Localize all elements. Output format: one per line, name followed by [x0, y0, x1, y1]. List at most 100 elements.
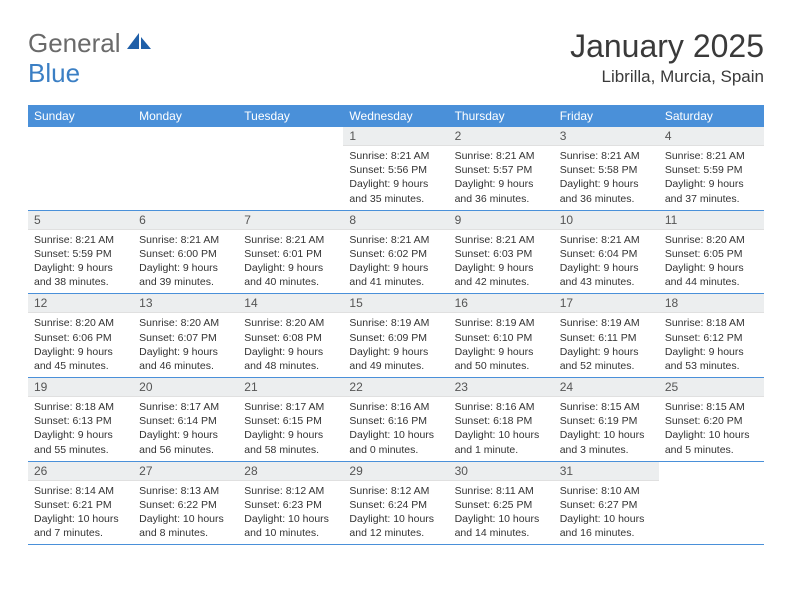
empty-cell: . — [28, 127, 133, 210]
day-number: 20 — [133, 378, 238, 397]
day-number: 18 — [659, 294, 764, 313]
day-number: 8 — [343, 211, 448, 230]
day-body: Sunrise: 8:16 AMSunset: 6:18 PMDaylight:… — [449, 397, 554, 461]
day-number: 29 — [343, 462, 448, 481]
day-number: 31 — [554, 462, 659, 481]
day-cell-23: 23Sunrise: 8:16 AMSunset: 6:18 PMDayligh… — [449, 378, 554, 461]
day-cell-25: 25Sunrise: 8:15 AMSunset: 6:20 PMDayligh… — [659, 378, 764, 461]
day-cell-5: 5Sunrise: 8:21 AMSunset: 5:59 PMDaylight… — [28, 211, 133, 294]
day-body: Sunrise: 8:21 AMSunset: 6:04 PMDaylight:… — [554, 230, 659, 294]
week-row: 26Sunrise: 8:14 AMSunset: 6:21 PMDayligh… — [28, 462, 764, 546]
day-number: 7 — [238, 211, 343, 230]
day-body: Sunrise: 8:15 AMSunset: 6:20 PMDaylight:… — [659, 397, 764, 461]
day-cell-2: 2Sunrise: 8:21 AMSunset: 5:57 PMDaylight… — [449, 127, 554, 210]
logo-text-2: Blue — [28, 58, 80, 88]
logo: General — [28, 28, 155, 59]
weekday-friday: Friday — [554, 105, 659, 127]
logo-sail-icon — [125, 31, 153, 56]
empty-cell: . — [133, 127, 238, 210]
day-cell-17: 17Sunrise: 8:19 AMSunset: 6:11 PMDayligh… — [554, 294, 659, 377]
day-cell-8: 8Sunrise: 8:21 AMSunset: 6:02 PMDaylight… — [343, 211, 448, 294]
day-number: 17 — [554, 294, 659, 313]
day-cell-4: 4Sunrise: 8:21 AMSunset: 5:59 PMDaylight… — [659, 127, 764, 210]
weekday-sunday: Sunday — [28, 105, 133, 127]
day-number: 28 — [238, 462, 343, 481]
day-body: Sunrise: 8:12 AMSunset: 6:24 PMDaylight:… — [343, 481, 448, 545]
day-number: 10 — [554, 211, 659, 230]
location: Librilla, Murcia, Spain — [570, 67, 764, 87]
day-cell-15: 15Sunrise: 8:19 AMSunset: 6:09 PMDayligh… — [343, 294, 448, 377]
day-cell-22: 22Sunrise: 8:16 AMSunset: 6:16 PMDayligh… — [343, 378, 448, 461]
day-body: Sunrise: 8:17 AMSunset: 6:14 PMDaylight:… — [133, 397, 238, 461]
day-number: 12 — [28, 294, 133, 313]
day-cell-20: 20Sunrise: 8:17 AMSunset: 6:14 PMDayligh… — [133, 378, 238, 461]
day-number: 19 — [28, 378, 133, 397]
weekday-wednesday: Wednesday — [343, 105, 448, 127]
day-cell-10: 10Sunrise: 8:21 AMSunset: 6:04 PMDayligh… — [554, 211, 659, 294]
day-body: Sunrise: 8:15 AMSunset: 6:19 PMDaylight:… — [554, 397, 659, 461]
day-body: Sunrise: 8:14 AMSunset: 6:21 PMDaylight:… — [28, 481, 133, 545]
header: General January 2025 Librilla, Murcia, S… — [28, 28, 764, 87]
day-cell-13: 13Sunrise: 8:20 AMSunset: 6:07 PMDayligh… — [133, 294, 238, 377]
day-number: 2 — [449, 127, 554, 146]
day-cell-11: 11Sunrise: 8:20 AMSunset: 6:05 PMDayligh… — [659, 211, 764, 294]
day-number: 30 — [449, 462, 554, 481]
day-number: 13 — [133, 294, 238, 313]
day-body: Sunrise: 8:20 AMSunset: 6:08 PMDaylight:… — [238, 313, 343, 377]
day-body: Sunrise: 8:18 AMSunset: 6:12 PMDaylight:… — [659, 313, 764, 377]
day-number: 24 — [554, 378, 659, 397]
day-body: Sunrise: 8:21 AMSunset: 5:58 PMDaylight:… — [554, 146, 659, 210]
day-cell-14: 14Sunrise: 8:20 AMSunset: 6:08 PMDayligh… — [238, 294, 343, 377]
day-number: 16 — [449, 294, 554, 313]
day-body: Sunrise: 8:17 AMSunset: 6:15 PMDaylight:… — [238, 397, 343, 461]
day-cell-19: 19Sunrise: 8:18 AMSunset: 6:13 PMDayligh… — [28, 378, 133, 461]
day-number: 3 — [554, 127, 659, 146]
empty-cell: . — [659, 462, 764, 545]
day-body: Sunrise: 8:19 AMSunset: 6:09 PMDaylight:… — [343, 313, 448, 377]
day-cell-29: 29Sunrise: 8:12 AMSunset: 6:24 PMDayligh… — [343, 462, 448, 545]
day-cell-26: 26Sunrise: 8:14 AMSunset: 6:21 PMDayligh… — [28, 462, 133, 545]
day-body: Sunrise: 8:21 AMSunset: 6:01 PMDaylight:… — [238, 230, 343, 294]
day-number: 25 — [659, 378, 764, 397]
day-cell-16: 16Sunrise: 8:19 AMSunset: 6:10 PMDayligh… — [449, 294, 554, 377]
day-body: Sunrise: 8:21 AMSunset: 6:02 PMDaylight:… — [343, 230, 448, 294]
logo-text-1: General — [28, 28, 121, 59]
day-body: Sunrise: 8:21 AMSunset: 6:03 PMDaylight:… — [449, 230, 554, 294]
weekday-saturday: Saturday — [659, 105, 764, 127]
weekday-thursday: Thursday — [449, 105, 554, 127]
day-body: Sunrise: 8:18 AMSunset: 6:13 PMDaylight:… — [28, 397, 133, 461]
day-cell-7: 7Sunrise: 8:21 AMSunset: 6:01 PMDaylight… — [238, 211, 343, 294]
week-row: 12Sunrise: 8:20 AMSunset: 6:06 PMDayligh… — [28, 294, 764, 378]
day-cell-3: 3Sunrise: 8:21 AMSunset: 5:58 PMDaylight… — [554, 127, 659, 210]
day-body: Sunrise: 8:19 AMSunset: 6:10 PMDaylight:… — [449, 313, 554, 377]
week-row: 19Sunrise: 8:18 AMSunset: 6:13 PMDayligh… — [28, 378, 764, 462]
day-body: Sunrise: 8:21 AMSunset: 5:59 PMDaylight:… — [28, 230, 133, 294]
day-body: Sunrise: 8:20 AMSunset: 6:07 PMDaylight:… — [133, 313, 238, 377]
day-body: Sunrise: 8:19 AMSunset: 6:11 PMDaylight:… — [554, 313, 659, 377]
logo-text-2-wrap: Blue — [28, 58, 80, 89]
week-row: 5Sunrise: 8:21 AMSunset: 5:59 PMDaylight… — [28, 211, 764, 295]
weekday-tuesday: Tuesday — [238, 105, 343, 127]
month-title: January 2025 — [570, 28, 764, 65]
day-body: Sunrise: 8:21 AMSunset: 6:00 PMDaylight:… — [133, 230, 238, 294]
title-block: January 2025 Librilla, Murcia, Spain — [570, 28, 764, 87]
day-number: 9 — [449, 211, 554, 230]
day-number: 26 — [28, 462, 133, 481]
day-body: Sunrise: 8:21 AMSunset: 5:59 PMDaylight:… — [659, 146, 764, 210]
day-cell-9: 9Sunrise: 8:21 AMSunset: 6:03 PMDaylight… — [449, 211, 554, 294]
day-number: 14 — [238, 294, 343, 313]
day-cell-31: 31Sunrise: 8:10 AMSunset: 6:27 PMDayligh… — [554, 462, 659, 545]
day-number: 23 — [449, 378, 554, 397]
day-cell-1: 1Sunrise: 8:21 AMSunset: 5:56 PMDaylight… — [343, 127, 448, 210]
day-number: 1 — [343, 127, 448, 146]
day-body: Sunrise: 8:16 AMSunset: 6:16 PMDaylight:… — [343, 397, 448, 461]
day-number: 6 — [133, 211, 238, 230]
day-number: 21 — [238, 378, 343, 397]
day-number: 22 — [343, 378, 448, 397]
week-row: . . . 1Sunrise: 8:21 AMSunset: 5:56 PMDa… — [28, 127, 764, 211]
day-body: Sunrise: 8:13 AMSunset: 6:22 PMDaylight:… — [133, 481, 238, 545]
day-cell-6: 6Sunrise: 8:21 AMSunset: 6:00 PMDaylight… — [133, 211, 238, 294]
day-body: Sunrise: 8:11 AMSunset: 6:25 PMDaylight:… — [449, 481, 554, 545]
day-number: 27 — [133, 462, 238, 481]
day-number: 15 — [343, 294, 448, 313]
